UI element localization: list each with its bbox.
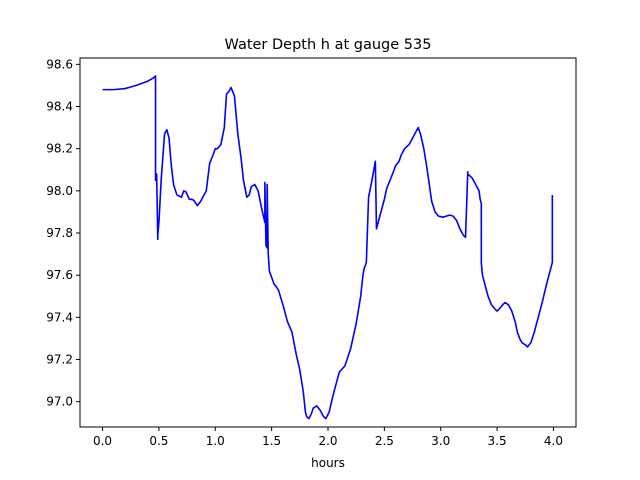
x-tick-label: 2.0: [318, 434, 337, 448]
x-tick-label: 4.0: [544, 434, 563, 448]
x-tick-label: 0.5: [149, 434, 168, 448]
y-axis-ticks: 97.0 97.2 97.4 97.6 97.8 98.0 98.2 98.4 98.6: [46, 57, 80, 409]
plot-area: [102, 75, 554, 420]
x-tick-label: 1.0: [206, 434, 225, 448]
y-tick-label: 98.6: [46, 57, 73, 71]
x-axis-label: hours: [311, 456, 345, 470]
y-tick-label: 97.2: [46, 353, 73, 367]
x-tick-label: 3.5: [488, 434, 507, 448]
series-line: [102, 75, 554, 420]
x-tick-label: 0.0: [93, 434, 112, 448]
y-tick-label: 97.8: [46, 226, 73, 240]
x-tick-label: 1.5: [262, 434, 281, 448]
y-tick-label: 97.0: [46, 395, 73, 409]
y-tick-label: 97.6: [46, 268, 73, 282]
x-axis-ticks: 0.0 0.5 1.0 1.5 2.0 2.5 3.0 3.5 4.0: [93, 427, 563, 448]
x-tick-label: 3.0: [431, 434, 450, 448]
y-tick-label: 98.0: [46, 184, 73, 198]
chart-title: Water Depth h at gauge 535: [225, 37, 432, 53]
y-tick-label: 98.2: [46, 142, 73, 156]
x-tick-label: 2.5: [375, 434, 394, 448]
y-tick-label: 97.4: [46, 310, 73, 324]
y-tick-label: 98.4: [46, 99, 73, 113]
